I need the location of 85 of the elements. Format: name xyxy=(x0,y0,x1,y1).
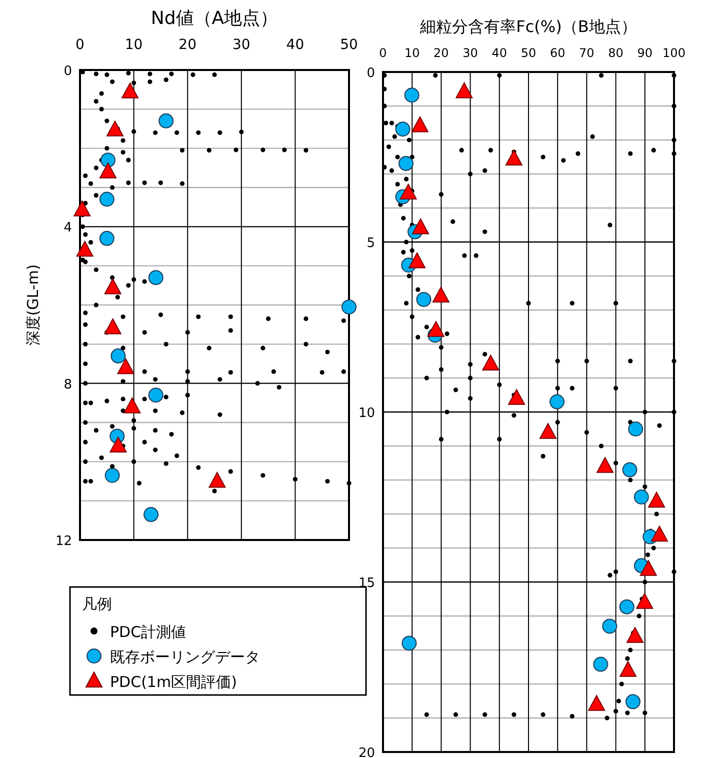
legend-title: 凡例 xyxy=(82,595,112,613)
point xyxy=(625,694,640,710)
x-tick-label: 20 xyxy=(178,37,197,53)
x-tick-label: 10 xyxy=(404,46,420,60)
x-tick-label: 0 xyxy=(76,37,84,53)
point xyxy=(648,492,666,508)
point xyxy=(596,457,614,473)
point xyxy=(100,152,116,168)
x-tick-label: 0 xyxy=(379,46,387,60)
x-tick-label: 40 xyxy=(492,46,508,60)
point xyxy=(508,389,526,405)
point xyxy=(99,192,114,207)
point xyxy=(411,116,428,132)
x-tick-label: 40 xyxy=(286,37,304,53)
point xyxy=(427,321,444,337)
point xyxy=(104,468,120,483)
point xyxy=(158,113,174,128)
point xyxy=(148,270,164,286)
x-tick-label: 30 xyxy=(462,46,478,60)
point xyxy=(124,398,141,414)
y-tick-label: 0 xyxy=(64,64,72,79)
point xyxy=(640,560,657,576)
y-tick-label: 12 xyxy=(55,534,72,549)
point xyxy=(76,240,94,257)
point xyxy=(588,695,606,711)
point xyxy=(148,388,164,403)
point xyxy=(619,599,634,614)
y-axis-title: 深度(GL-m) xyxy=(24,264,42,346)
y-tick-label: 8 xyxy=(64,377,72,392)
point xyxy=(110,348,126,364)
x-tick-label: 100 xyxy=(662,46,686,60)
point xyxy=(104,278,122,294)
point xyxy=(402,636,417,651)
point xyxy=(99,230,114,246)
y-tick-label: 10 xyxy=(358,406,375,421)
point xyxy=(395,122,410,137)
point xyxy=(110,436,127,452)
point xyxy=(404,88,420,103)
point xyxy=(416,292,432,307)
point xyxy=(400,184,417,200)
point xyxy=(550,394,565,410)
point xyxy=(432,286,450,303)
x-tick-label: 60 xyxy=(550,46,566,60)
point xyxy=(122,82,139,98)
x-tick-label: 30 xyxy=(232,37,250,53)
y-tick-label: 5 xyxy=(366,236,375,251)
point xyxy=(104,318,122,334)
x-tick-label: 70 xyxy=(579,46,594,60)
point xyxy=(628,422,644,436)
point xyxy=(626,627,644,643)
y-tick-label: 0 xyxy=(366,66,375,81)
point xyxy=(593,656,608,672)
point xyxy=(539,423,556,439)
point xyxy=(622,462,638,478)
point xyxy=(412,218,430,234)
point xyxy=(456,82,473,98)
point xyxy=(505,150,522,166)
x-tick-label: 10 xyxy=(124,37,143,53)
point xyxy=(634,490,649,504)
point xyxy=(408,252,426,268)
legend-label: PDC計測値 xyxy=(110,623,186,641)
y-tick-label: 20 xyxy=(358,746,375,758)
x-tick-label: 80 xyxy=(608,46,624,60)
point xyxy=(74,200,91,216)
legend-label: 既存ボーリングデータ xyxy=(110,648,260,666)
point xyxy=(117,358,134,374)
point xyxy=(398,156,414,171)
point xyxy=(99,162,116,178)
point xyxy=(482,354,500,371)
point xyxy=(106,120,124,136)
chart-title: Nd値（A地点） xyxy=(150,8,278,29)
x-tick-label: 50 xyxy=(520,46,536,60)
point xyxy=(208,472,226,488)
legend-label: PDC(1m区間評価) xyxy=(110,673,237,691)
x-tick-label: 50 xyxy=(340,37,358,53)
point xyxy=(602,618,618,634)
point xyxy=(144,507,159,522)
point xyxy=(636,593,654,609)
point xyxy=(342,299,356,314)
x-tick-label: 20 xyxy=(434,46,449,60)
chart-title: 細粒分含有率Fc(%)（B地点） xyxy=(419,17,637,36)
x-tick-label: 90 xyxy=(637,46,653,60)
point xyxy=(620,661,637,677)
y-tick-label: 4 xyxy=(64,220,72,236)
point xyxy=(650,526,668,542)
